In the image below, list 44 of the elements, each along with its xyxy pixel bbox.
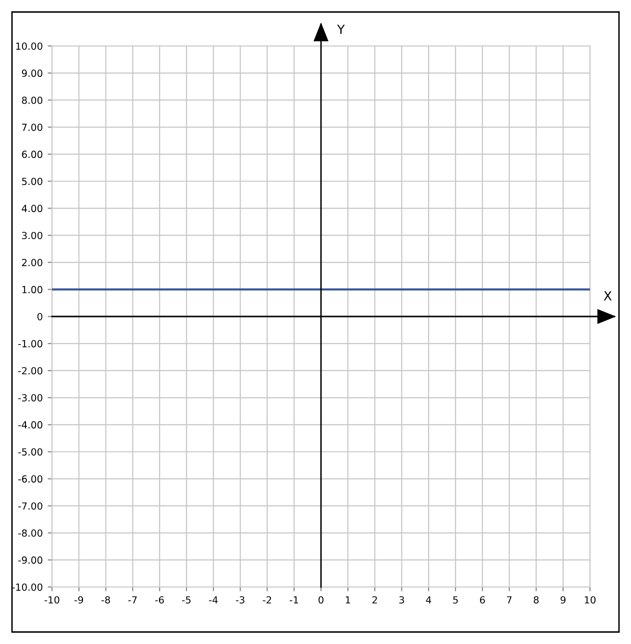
x-tick-label: -7 <box>128 596 137 604</box>
x-tick-label: -4 <box>209 596 218 604</box>
y-tick-label: -7.00 <box>18 502 42 510</box>
y-tick-label: 3.00 <box>22 232 42 240</box>
y-tick-label: -9.00 <box>18 556 42 564</box>
y-tick-label: -5.00 <box>18 448 42 456</box>
x-tick-label: -2 <box>262 596 272 604</box>
y-tick-label: -8.00 <box>18 529 42 537</box>
y-tick-label: 4.00 <box>22 204 42 212</box>
x-tick-label: 6 <box>480 596 485 604</box>
y-axis-title: Y <box>337 24 345 34</box>
y-tick-label: 10.00 <box>16 42 42 50</box>
x-tick-label: 7 <box>507 596 512 604</box>
y-tick-label: 8.00 <box>22 96 42 104</box>
x-tick-label: 9 <box>560 596 566 604</box>
x-axis-title: X <box>604 291 612 300</box>
y-tick-label: 5.00 <box>22 178 42 186</box>
y-tick-label: 1.00 <box>22 286 42 294</box>
y-tick-label: 0 <box>37 312 42 320</box>
x-tick-label: -8 <box>101 596 110 604</box>
x-tick-label: 10 <box>584 596 596 604</box>
y-tick-label: -10.00 <box>12 583 42 591</box>
x-tick-label: -10 <box>44 596 60 604</box>
x-tick-label: 5 <box>453 596 458 604</box>
y-tick-label: 6.00 <box>22 150 42 158</box>
x-tick-label: 1 <box>346 596 350 604</box>
x-tick-label: -9 <box>74 596 84 604</box>
y-tick-label: 2.00 <box>22 258 42 266</box>
x-tick-label: 0 <box>318 596 324 604</box>
y-tick-label: -1.00 <box>18 340 42 348</box>
y-tick-label: -4.00 <box>18 421 42 429</box>
y-tick-label: -2.00 <box>18 367 42 374</box>
y-tick-label: -3.00 <box>18 394 42 402</box>
x-tick-label: 3 <box>399 596 404 604</box>
x-tick-label: 4 <box>426 596 432 604</box>
x-tick-label: -1 <box>290 596 298 604</box>
x-tick-label: -3 <box>236 596 244 604</box>
y-tick-label: 7.00 <box>22 124 42 131</box>
x-tick-label: -6 <box>155 596 164 604</box>
x-tick-label: 8 <box>534 596 539 604</box>
y-tick-label: 9.00 <box>22 70 42 77</box>
x-tick-label: 2 <box>372 596 377 604</box>
y-tick-label: -6.00 <box>18 475 42 483</box>
x-tick-label: -5 <box>182 596 190 604</box>
